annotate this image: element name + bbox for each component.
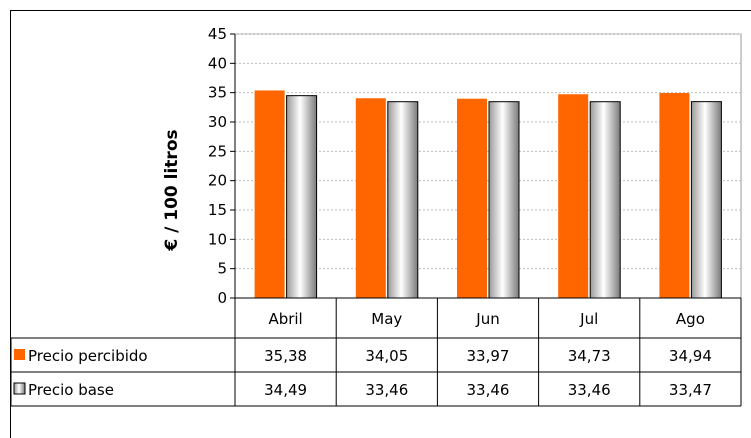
data-label: 33,46 (568, 381, 611, 399)
y-axis-label: € / 100 litros (162, 129, 182, 251)
bar-precio-base (589, 101, 621, 299)
y-tick-label: 45 (208, 25, 227, 43)
chart-frame (10, 10, 751, 438)
bar-precio-percibido (254, 90, 285, 298)
data-label: 35,38 (264, 347, 307, 365)
bar-precio-percibido (457, 98, 487, 298)
legend-label: Precio percibido (28, 347, 148, 365)
y-tick-label: 0 (217, 289, 227, 307)
y-tick-label: 20 (208, 172, 227, 190)
data-label: 34,49 (264, 381, 307, 399)
data-label: 33,97 (467, 347, 510, 365)
y-tick-label: 40 (208, 54, 227, 72)
legend-swatch-precio-percibido (14, 349, 25, 360)
bar-precio-percibido (659, 93, 690, 298)
bar-precio-base (690, 101, 722, 299)
y-tick-label: 15 (208, 201, 227, 219)
y-tick-label: 25 (208, 142, 227, 160)
data-table: Abril May Jun Jul Ago Precio percibido 35,38 34… (10, 297, 742, 407)
x-tick-label: Jun (475, 310, 499, 328)
bar-precio-base (387, 101, 419, 299)
bar-precio-percibido (558, 94, 589, 298)
data-label: 34,94 (669, 347, 712, 365)
legend-label: Precio base (28, 381, 114, 399)
x-tick-label: Ago (676, 310, 705, 328)
data-label: 34,05 (365, 347, 408, 365)
data-label: 33,47 (669, 381, 712, 399)
x-tick-label: May (371, 310, 402, 328)
data-label: 34,73 (568, 347, 611, 365)
bar-precio-base (286, 95, 318, 299)
bars (254, 90, 722, 299)
x-tick-label: Jul (579, 310, 598, 328)
y-tick-label: 5 (217, 260, 227, 278)
y-tick-label: 35 (208, 84, 227, 102)
data-label: 33,46 (467, 381, 510, 399)
gridlines (234, 33, 742, 299)
data-label: 33,46 (365, 381, 408, 399)
legend-swatch-precio-base (13, 382, 26, 395)
y-tick-label: 30 (208, 113, 227, 131)
bar-precio-percibido (355, 98, 386, 299)
bar-precio-base (488, 101, 520, 299)
y-tick-label: 10 (208, 230, 227, 248)
x-tick-label: Abril (268, 310, 302, 328)
axes: 0 5 10 15 20 25 30 35 40 45 (208, 25, 236, 307)
